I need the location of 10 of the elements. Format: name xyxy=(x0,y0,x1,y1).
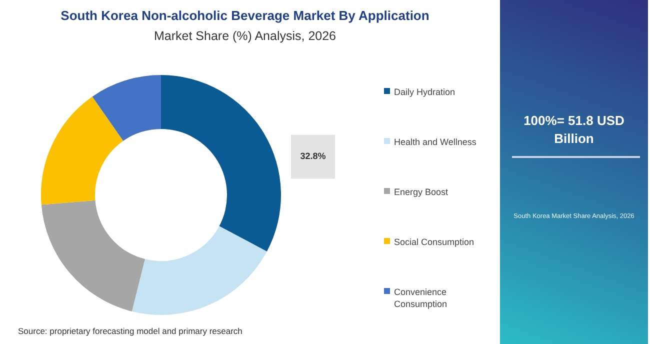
legend-label: Energy Boost xyxy=(394,186,450,198)
legend-label: Social Consumption xyxy=(394,236,476,248)
chart-title: South Korea Non-alcoholic Beverage Market By Application xyxy=(60,8,430,23)
legend-label: Health and Wellness xyxy=(394,136,478,148)
legend-label: Convenience Consumption xyxy=(394,286,448,310)
text: 100%= 51.8 USD Billion xyxy=(522,112,626,148)
chart-subtitle: Market Share (%) Analysis, 2026 xyxy=(152,29,338,43)
source-note: Source: proprietary forecasting model and primary research xyxy=(18,326,242,336)
data-label: 32.8% xyxy=(300,151,326,162)
legend-label: Daily Hydration xyxy=(394,86,456,98)
